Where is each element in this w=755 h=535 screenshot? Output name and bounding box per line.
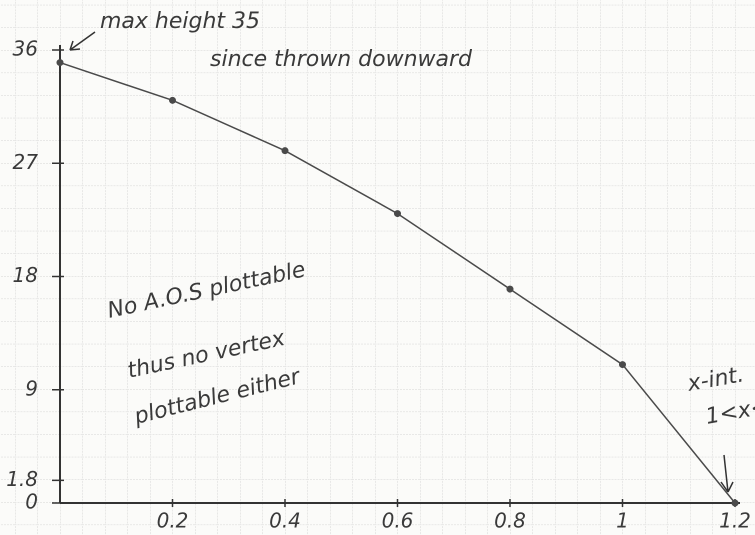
data-point bbox=[282, 147, 289, 154]
x-tick-label: 1.2 bbox=[719, 509, 751, 533]
y-tick-label: 27 bbox=[13, 150, 39, 174]
data-point bbox=[394, 210, 401, 217]
annotation: since thrown downward bbox=[210, 47, 473, 72]
y-tick-label: 18 bbox=[13, 263, 38, 287]
data-point bbox=[57, 59, 64, 66]
x-tick-label: 0.8 bbox=[494, 509, 526, 533]
x-tick-label: 0.2 bbox=[157, 509, 189, 533]
data-point bbox=[169, 97, 176, 104]
x-tick-label: 0.4 bbox=[269, 509, 301, 533]
y-tick-label: 36 bbox=[13, 37, 38, 61]
data-point bbox=[507, 286, 514, 293]
chart: max height 35 since thrown downward No A… bbox=[0, 0, 755, 535]
y-tick-label: 0 bbox=[25, 490, 38, 514]
y-tick-label: 9 bbox=[25, 376, 38, 400]
annotation: max height 35 bbox=[100, 9, 260, 34]
x-tick-label: 1 bbox=[616, 509, 629, 533]
x-tick-label: 0.6 bbox=[382, 509, 414, 533]
data-point bbox=[619, 361, 626, 368]
data-point bbox=[732, 500, 739, 507]
y-tick-label: 1.8 bbox=[6, 467, 38, 491]
